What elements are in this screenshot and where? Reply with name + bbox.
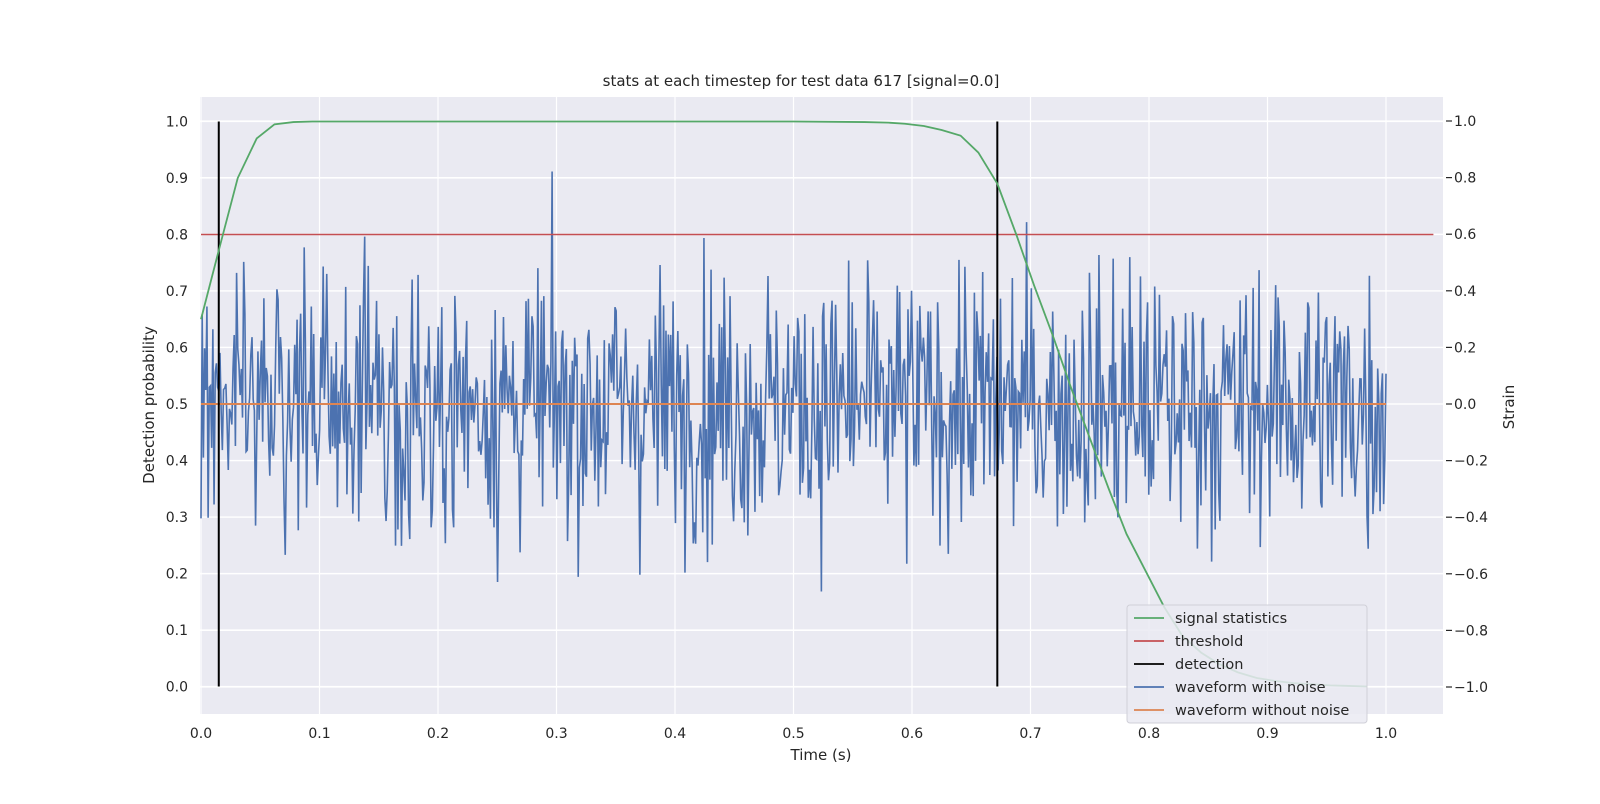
y-tick-label: 0.2 xyxy=(166,567,188,583)
legend-label: threshold xyxy=(1175,634,1243,650)
y-tick-label: 0.0 xyxy=(166,680,188,696)
y-tick-label: 0.3 xyxy=(166,510,188,526)
series-layer xyxy=(200,120,1434,688)
x-axis-label: Time (s) xyxy=(790,746,852,764)
chart-title: stats at each timestep for test data 617… xyxy=(603,72,1000,90)
y-tick-label: 0.5 xyxy=(166,397,188,413)
x-tick-label: 0.4 xyxy=(664,726,686,742)
legend-label: waveform with noise xyxy=(1175,680,1326,696)
y2-tick-label: 0.6 xyxy=(1454,227,1476,243)
y2-tick-label: 1.0 xyxy=(1454,114,1476,130)
y-tick-label: 0.9 xyxy=(166,171,188,187)
x-tick-label: 0.9 xyxy=(1256,726,1278,742)
x-tick-label: 0.7 xyxy=(1019,726,1041,742)
waveform-with-noise-line xyxy=(200,171,1387,592)
x-tick-label: 0.3 xyxy=(545,726,567,742)
x-tick-label: 0.8 xyxy=(1138,726,1160,742)
y2-tick-label: −0.2 xyxy=(1454,454,1488,470)
x-tick-label: 0.1 xyxy=(308,726,330,742)
y2-tick-label: 0.4 xyxy=(1454,284,1476,300)
y2-tick-label: −0.8 xyxy=(1454,623,1488,639)
legend-label: signal statistics xyxy=(1175,611,1287,627)
y-tick-label: 0.6 xyxy=(166,341,188,357)
y2-tick-label: 0.2 xyxy=(1454,340,1476,356)
y-tick-label: 0.8 xyxy=(166,228,188,244)
y-tick-label: 0.1 xyxy=(166,623,188,639)
y2-tick-label: −0.6 xyxy=(1454,567,1488,583)
y-tick-label: 0.4 xyxy=(166,454,188,470)
x-tick-label: 0.2 xyxy=(427,726,449,742)
x-tick-label: 0.5 xyxy=(782,726,804,742)
y2-tick-label: −1.0 xyxy=(1454,680,1488,696)
ticks-layer: 0.0 0.1 0.2 0.3 0.4 0.5 0.6 0.7 0.8 0.9 1.0 0.0 0.1 0… xyxy=(166,114,1488,742)
y2-tick-label: 0.8 xyxy=(1454,171,1476,187)
legend-label: detection xyxy=(1175,657,1243,673)
legend-box xyxy=(1126,604,1368,724)
legend-label: waveform without noise xyxy=(1175,703,1349,719)
y2-tick-label: 0.0 xyxy=(1454,397,1476,413)
y2-axis-label: Strain xyxy=(1500,385,1518,429)
x-tick-label: 0.6 xyxy=(901,726,923,742)
x-tick-label: 0.0 xyxy=(190,726,212,742)
legend: signal statistics threshold detection wavef… xyxy=(1126,604,1368,724)
y-tick-label: 0.7 xyxy=(166,284,188,300)
y-axis-label: Detection probability xyxy=(140,326,158,484)
y2-tick-label: −0.4 xyxy=(1454,510,1488,526)
y-tick-label: 1.0 xyxy=(166,115,188,131)
x-tick-label: 1.0 xyxy=(1375,726,1397,742)
